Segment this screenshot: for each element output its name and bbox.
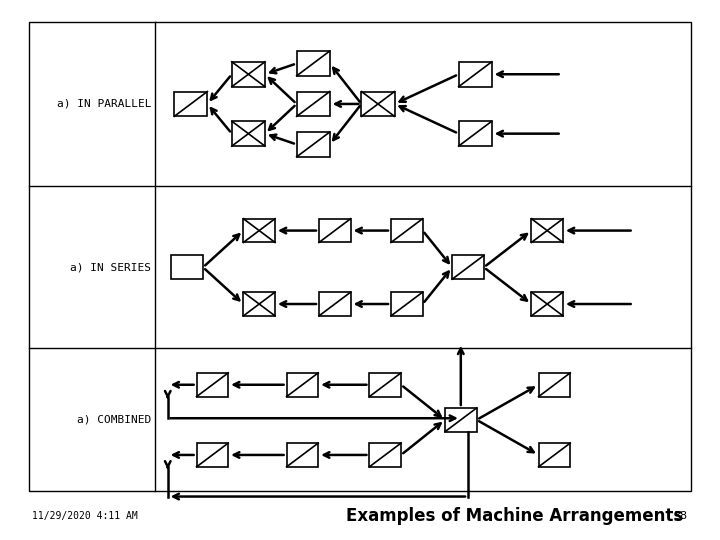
Bar xyxy=(297,132,330,157)
Bar xyxy=(459,122,492,146)
Bar xyxy=(452,255,484,279)
Text: a) COMBINED: a) COMBINED xyxy=(77,415,151,425)
Text: a) IN SERIES: a) IN SERIES xyxy=(70,262,151,272)
Bar xyxy=(29,22,691,491)
Bar xyxy=(369,443,401,467)
Bar xyxy=(243,219,275,242)
Bar xyxy=(174,91,207,117)
Bar xyxy=(197,443,228,467)
Bar xyxy=(319,292,351,316)
Bar xyxy=(539,443,570,467)
Text: Examples of Machine Arrangements: Examples of Machine Arrangements xyxy=(346,507,683,525)
Text: a) IN PARALLEL: a) IN PARALLEL xyxy=(57,99,151,109)
Bar xyxy=(391,292,423,316)
Bar xyxy=(531,292,563,316)
Bar xyxy=(171,255,203,279)
Bar xyxy=(539,373,570,396)
Bar xyxy=(361,91,395,117)
Bar xyxy=(445,408,477,432)
Bar xyxy=(297,91,330,117)
Bar xyxy=(369,373,401,396)
Bar xyxy=(287,443,318,467)
Bar xyxy=(459,62,492,86)
Bar xyxy=(319,219,351,242)
Text: 11/29/2020 4:11 AM: 11/29/2020 4:11 AM xyxy=(32,511,138,521)
Bar xyxy=(232,122,265,146)
Bar xyxy=(531,219,563,242)
Text: 38: 38 xyxy=(673,511,688,521)
Bar xyxy=(232,62,265,86)
Bar xyxy=(287,373,318,396)
Bar xyxy=(391,219,423,242)
Bar xyxy=(243,292,275,316)
Bar xyxy=(297,51,330,76)
Bar xyxy=(197,373,228,396)
